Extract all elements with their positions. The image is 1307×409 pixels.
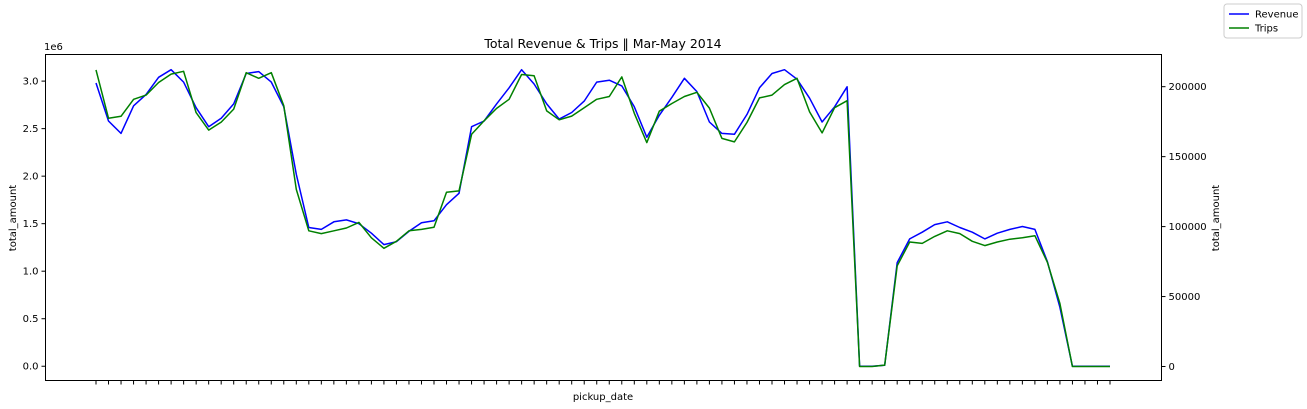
series-line-trips	[95, 69, 1110, 368]
y-axis-label-left: total_amount	[8, 185, 19, 252]
y-axis-label-right: total_amount	[1211, 185, 1222, 252]
y-tick-label-left: 3.0	[23, 77, 39, 88]
legend: Revenue Trips	[1223, 3, 1303, 39]
chart-title: Total Revenue & Trips ‖ Mar-May 2014	[483, 36, 721, 51]
y-tick-label-right: 100000	[1169, 222, 1207, 233]
legend-label: Trips	[1254, 24, 1278, 35]
legend-box	[1223, 3, 1303, 39]
y-tick-label-right: 150000	[1169, 152, 1207, 163]
left-axis-multiplier: 1e6	[44, 42, 63, 53]
y-tick-label-right: 200000	[1169, 82, 1207, 93]
y-tick-label-left: 0.0	[23, 362, 39, 373]
y-tick-label-left: 0.5	[23, 314, 39, 325]
y-tick-label-right: 0	[1169, 362, 1175, 373]
y-tick-label-left: 1.5	[23, 219, 39, 230]
legend-label: Revenue	[1255, 10, 1299, 21]
x-axis-label: pickup_date	[573, 392, 633, 403]
y-tick-label-left: 2.5	[23, 124, 39, 135]
y-tick-label-left: 2.0	[23, 172, 39, 183]
series-line-revenue	[95, 68, 1110, 367]
y-tick-label-right: 50000	[1169, 292, 1201, 303]
plot-frame	[45, 54, 1162, 381]
y-tick-label-left: 1.0	[23, 267, 39, 278]
